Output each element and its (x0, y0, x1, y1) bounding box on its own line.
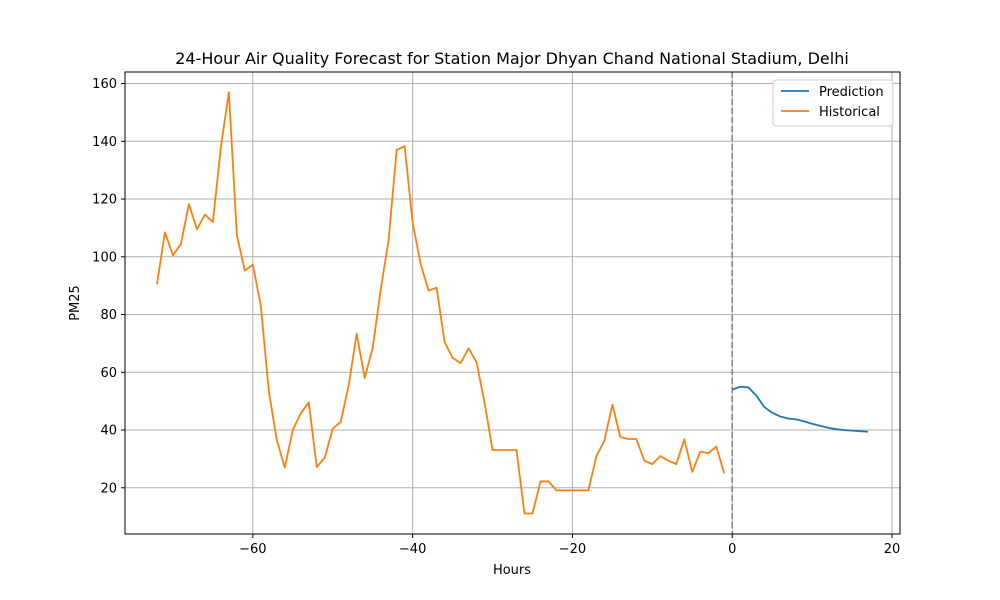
y-tick-label: 40 (100, 424, 117, 439)
grid-lines (125, 72, 900, 534)
x-tick-label: 20 (884, 542, 901, 557)
legend-label-historical: Historical (819, 105, 880, 120)
x-tick-label: −40 (399, 542, 426, 557)
y-tick-label: 100 (92, 250, 117, 265)
series-line-prediction (731, 385, 869, 433)
legend-label-prediction: Prediction (819, 85, 884, 100)
x-axis-ticks: −60 −40 −20 0 20 (239, 534, 900, 557)
x-tick-label: 0 (728, 542, 736, 557)
y-tick-label: 80 (100, 308, 117, 323)
plot-area-frame (124, 71, 901, 535)
y-tick-label: 160 (92, 77, 117, 92)
x-tick-label: −20 (559, 542, 586, 557)
x-tick-label: −60 (239, 542, 266, 557)
y-axis-ticks: 20 40 60 80 100 120 140 160 (92, 77, 125, 496)
y-tick-label: 60 (100, 366, 117, 381)
y-axis-label: PM25 (68, 285, 83, 321)
y-tick-label: 120 (92, 193, 117, 208)
series-line-historical (156, 91, 726, 515)
y-tick-label: 140 (92, 135, 117, 150)
y-tick-label: 20 (100, 481, 117, 496)
x-axis-label: Hours (493, 563, 531, 578)
chart-title: 24-Hour Air Quality Forecast for Station… (175, 49, 849, 68)
series-lines (156, 91, 869, 515)
legend: Prediction Historical (772, 79, 894, 127)
